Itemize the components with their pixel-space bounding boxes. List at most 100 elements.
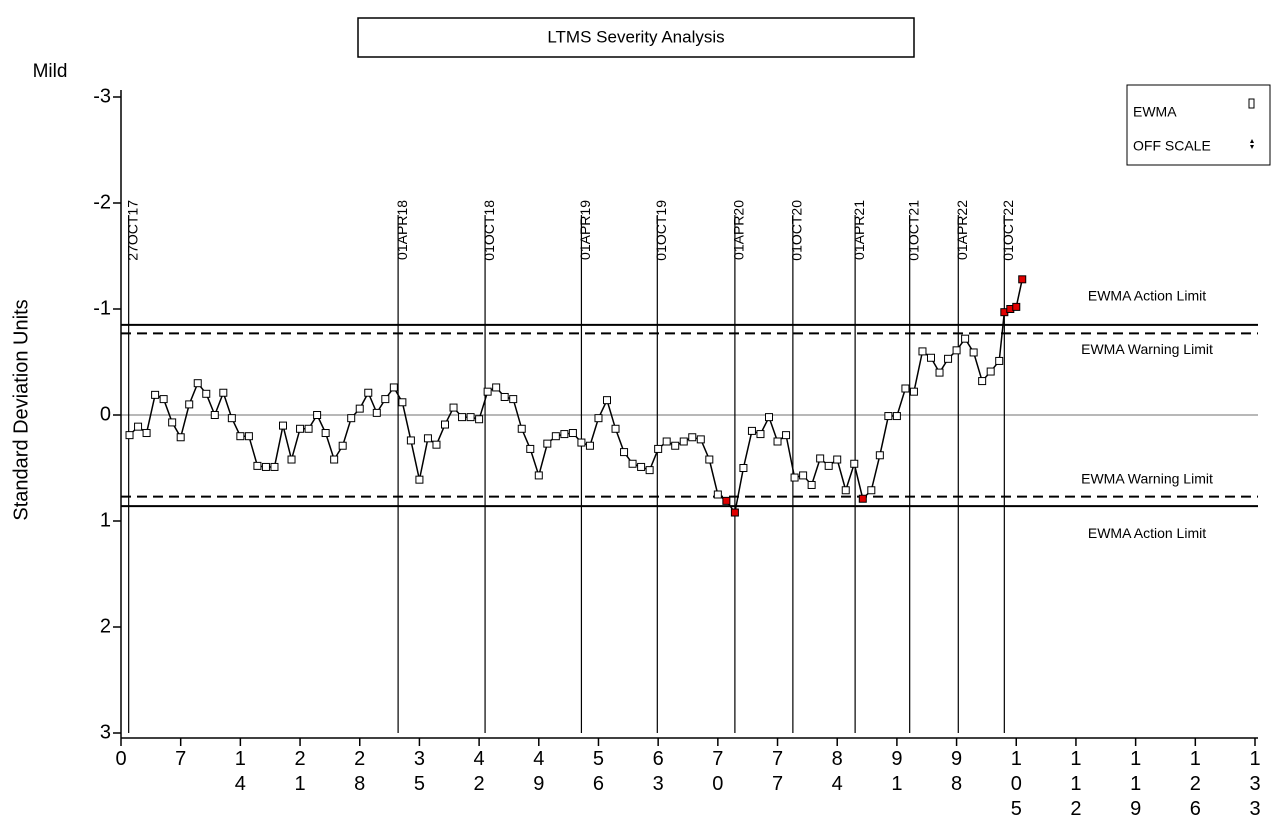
ewma-point (892, 412, 901, 421)
ewma-line (128, 279, 1023, 515)
limit-label: EWMA Action Limit (1088, 288, 1206, 304)
title-box (357, 17, 915, 58)
ewma-point (159, 395, 168, 404)
ewma-point (313, 411, 322, 419)
ewma-point (858, 494, 867, 503)
ewma-point (296, 424, 305, 433)
ewma-point (176, 433, 185, 442)
ewma-point (671, 441, 680, 450)
ewma-point (841, 486, 850, 495)
limit-label: EWMA Warning Limit (1081, 341, 1213, 357)
ewma-point (807, 480, 816, 489)
date-label: 01OCT20 (789, 200, 805, 261)
ewma-point (969, 348, 978, 357)
ewma-point (662, 437, 671, 446)
legend-label: EWMA (1133, 104, 1177, 120)
legend-marker (1248, 98, 1255, 109)
y-tick-label: 0 (100, 403, 111, 425)
ewma-point (918, 347, 927, 356)
date-label: 01APR22 (954, 200, 970, 260)
ewma-point (816, 454, 825, 463)
date-label: 01OCT19 (653, 200, 669, 261)
ewma-point (773, 437, 782, 446)
y-tick-label: 2 (100, 615, 111, 637)
limit-label: EWMA Action Limit (1088, 525, 1206, 541)
ewma-point (389, 383, 398, 392)
y-tick-label: -3 (93, 85, 111, 107)
date-label: 01APR18 (394, 200, 410, 260)
ewma-point (986, 367, 995, 376)
ewma-point (261, 462, 270, 471)
ewma-point (534, 471, 543, 480)
date-label: 01APR21 (851, 200, 867, 260)
ewma-point (833, 455, 842, 464)
ewma-point (517, 424, 526, 433)
ewma-point (568, 429, 577, 438)
ewma-point (824, 461, 833, 470)
ewma-point (850, 459, 859, 468)
ewma-point (338, 441, 347, 450)
ewma-point (560, 430, 569, 439)
ewma-point (210, 411, 219, 419)
ewma-point (475, 415, 484, 424)
ewma-point (688, 433, 697, 442)
ewma-point (909, 387, 918, 396)
ewma-point (270, 462, 279, 471)
ewma-point (765, 413, 773, 422)
ewma-point (441, 420, 449, 429)
legend-label: OFF SCALE (1133, 138, 1211, 154)
ewma-point (875, 451, 884, 460)
subtitle: Mild (33, 61, 68, 82)
ewma-point (193, 379, 202, 388)
ewma-point (509, 395, 518, 404)
ewma-point (645, 466, 654, 475)
limit-label: EWMA Warning Limit (1081, 470, 1213, 486)
ewma-point (492, 383, 501, 392)
ewma-point (125, 431, 134, 440)
ewma-point (935, 368, 944, 377)
ewma-point (219, 388, 228, 397)
ewma-point (620, 448, 629, 457)
ewma-point (543, 439, 552, 448)
ewma-point (961, 334, 970, 343)
ewma-point (483, 387, 492, 396)
ewma-point (585, 441, 594, 450)
ewma-point (611, 424, 620, 433)
ewma-point (944, 354, 953, 363)
ewma-point (253, 461, 262, 470)
ewma-point (168, 418, 177, 427)
ewma-point (330, 455, 339, 464)
y-axis-label: Standard Deviation Units (10, 299, 32, 520)
date-label: 01OCT22 (1000, 200, 1016, 261)
ewma-point (347, 414, 356, 423)
ewma-point (355, 404, 364, 413)
ewma-point (995, 356, 1004, 365)
ewma-point (466, 413, 475, 422)
ewma-point (406, 436, 415, 445)
x-tick-label: 0 (115, 748, 126, 770)
date-label: 01APR20 (731, 200, 747, 260)
ewma-point (134, 422, 143, 431)
ewma-point (304, 424, 313, 433)
ewma-point (381, 395, 390, 404)
ewma-point (423, 434, 432, 443)
y-tick-label: -1 (93, 297, 111, 319)
ewma-point (151, 390, 160, 399)
date-label: 01APR19 (577, 200, 593, 260)
ewma-point (142, 429, 151, 438)
ewma-point (952, 346, 961, 355)
ewma-point (321, 429, 330, 438)
y-tick-label: -2 (93, 191, 111, 213)
